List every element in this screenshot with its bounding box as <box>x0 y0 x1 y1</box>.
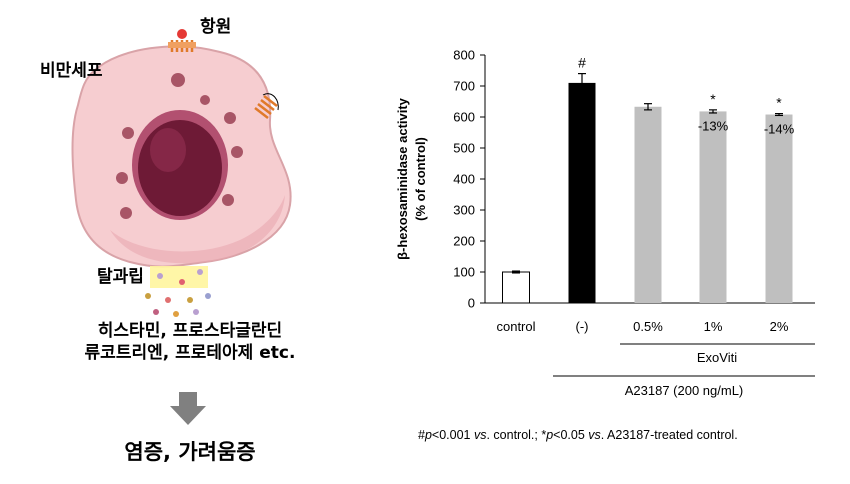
mediators-line2: 류코트리엔, 프로테아제 etc. <box>84 343 296 363</box>
exoviti-group-label: ExoViti <box>697 350 737 365</box>
footnote-hash: # <box>418 428 425 442</box>
mast-cell-drawing <box>71 29 292 317</box>
x-tick-label-3: 1% <box>704 319 723 334</box>
footnote-t2: . control.; * <box>486 428 547 442</box>
a23187-group-label: A23187 (200 ng/mL) <box>625 383 744 398</box>
x-tick-label-2: 0.5% <box>633 319 663 334</box>
y-tick-label-8: 800 <box>453 48 475 63</box>
percent-label-4: -14% <box>764 122 795 137</box>
outcome-text: 염증, 가려움증 <box>124 440 256 464</box>
x-tick-label-0: control <box>496 319 535 334</box>
y-tick-label-1: 100 <box>453 265 475 280</box>
bar-4 <box>765 114 793 304</box>
footnote-t3: <0.05 <box>553 428 589 442</box>
mast-cell-illustration: 항원 비만세포 탈과립 히스타민, 프로스타글란딘 류코트리엔, 프로테아제 e… <box>0 0 360 484</box>
receptor-top <box>168 40 196 52</box>
degranulation-highlight <box>150 266 208 288</box>
x-tick-label-4: 2% <box>770 319 789 334</box>
footnote-t4: . A23187-treated control. <box>600 428 738 442</box>
released-granules <box>145 269 211 317</box>
footnote-p1: p <box>424 428 432 442</box>
bar-3 <box>699 111 727 303</box>
y-axis-title-line2: (% of control) <box>413 137 428 221</box>
y-tick-label-2: 200 <box>453 234 475 249</box>
footnote-vs2: vs <box>588 428 601 442</box>
mediators-text: 히스타민, 프로스타글란딘 류코트리엔, 프로테아제 etc. <box>40 320 340 364</box>
significance-marker-4: * <box>776 95 782 111</box>
footnote-p2: p <box>546 428 554 442</box>
cell-shadow <box>110 195 285 264</box>
footnote: #p<0.001 vs. control.; *p<0.05 vs. A2318… <box>418 428 738 442</box>
antigen-label: 항원 <box>200 17 232 37</box>
bar-0 <box>502 271 530 304</box>
down-arrow-icon <box>170 392 206 425</box>
receptor-side <box>254 93 279 119</box>
granules <box>116 73 243 219</box>
y-tick-label-7: 700 <box>453 79 475 94</box>
antigen-dot <box>177 29 187 39</box>
y-tick-label-6: 600 <box>453 110 475 125</box>
y-axis-title-line1: β-hexosaminidase activity <box>395 97 410 260</box>
degranulation-label: 탈과립 <box>97 267 144 287</box>
nucleus-highlight <box>150 128 186 172</box>
y-tick-label-3: 300 <box>453 203 475 218</box>
footnote-vs1: vs <box>473 428 487 442</box>
significance-marker-1: # <box>578 55 586 71</box>
footnote-t1: <0.001 <box>431 428 474 442</box>
bar-1 <box>568 82 596 304</box>
y-tick-label-0: 0 <box>468 296 475 311</box>
significance-marker-3: * <box>710 91 716 107</box>
mediators-line1: 히스타민, 프로스타글란딘 <box>97 321 283 341</box>
y-tick-label-4: 400 <box>453 172 475 187</box>
percent-label-3: -13% <box>698 118 729 133</box>
bar-2 <box>634 106 662 304</box>
bar-chart: 0 100 200 300 400 500 600 700 800 β-hexosaminidas… <box>395 48 815 398</box>
y-tick-label-5: 500 <box>453 141 475 156</box>
mast-cell-label: 비만세포 <box>40 61 103 81</box>
x-tick-label-1: (-) <box>576 319 589 334</box>
